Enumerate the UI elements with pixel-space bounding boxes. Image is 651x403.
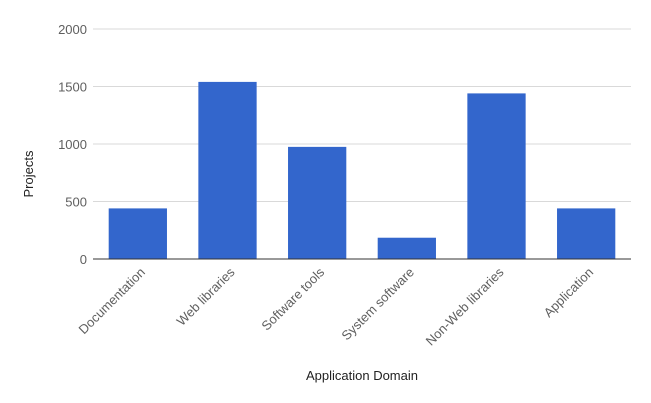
x-axis-title: Application Domain bbox=[306, 368, 418, 383]
x-tick-labels: Documentation Web libraries Software tools… bbox=[76, 264, 597, 348]
x-tick-label: Software tools bbox=[258, 264, 327, 333]
y-tick-labels: 0 500 1000 1500 2000 bbox=[58, 22, 87, 267]
bar bbox=[467, 93, 526, 260]
x-tick-label: Non-Web libraries bbox=[423, 264, 507, 348]
gridlines bbox=[93, 28, 631, 202]
bar bbox=[108, 208, 167, 259]
x-tick-label: Web libraries bbox=[174, 264, 238, 328]
bar bbox=[198, 81, 257, 260]
y-tick-label: 0 bbox=[80, 252, 87, 267]
y-tick-label: 500 bbox=[65, 195, 87, 210]
bar bbox=[557, 208, 616, 259]
x-tick-label: Documentation bbox=[76, 265, 148, 337]
x-tick-label: Application bbox=[541, 265, 597, 321]
y-tick-label: 2000 bbox=[58, 22, 87, 37]
bars bbox=[108, 81, 616, 260]
y-tick-label: 1500 bbox=[58, 80, 87, 95]
x-tick-label: System software bbox=[338, 265, 417, 344]
bar bbox=[288, 146, 347, 259]
bar bbox=[377, 237, 436, 259]
y-tick-label: 1000 bbox=[58, 137, 87, 152]
y-axis-title: Projects bbox=[21, 150, 36, 197]
